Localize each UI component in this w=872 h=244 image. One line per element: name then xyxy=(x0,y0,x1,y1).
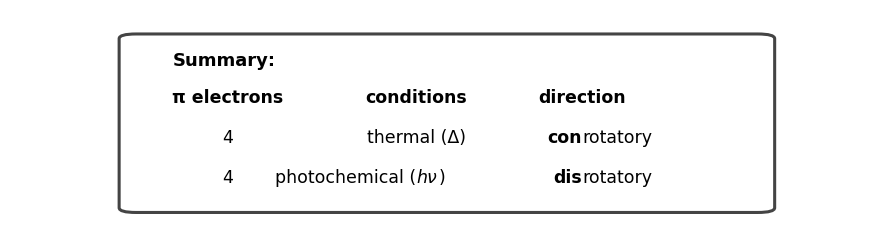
Text: 4: 4 xyxy=(221,169,233,187)
Text: rotatory: rotatory xyxy=(582,129,652,147)
Text: ): ) xyxy=(438,169,445,187)
Text: thermal (Δ): thermal (Δ) xyxy=(367,129,466,147)
Text: direction: direction xyxy=(538,89,626,107)
Text: photochemical (: photochemical ( xyxy=(276,169,417,187)
Text: 4: 4 xyxy=(221,129,233,147)
Text: con: con xyxy=(548,129,582,147)
FancyBboxPatch shape xyxy=(119,34,774,213)
Text: rotatory: rotatory xyxy=(582,169,652,187)
Text: dis: dis xyxy=(554,169,582,187)
Text: hν: hν xyxy=(417,169,437,187)
Text: conditions: conditions xyxy=(365,89,467,107)
Text: π electrons: π electrons xyxy=(172,89,283,107)
Text: Summary:: Summary: xyxy=(174,52,276,70)
